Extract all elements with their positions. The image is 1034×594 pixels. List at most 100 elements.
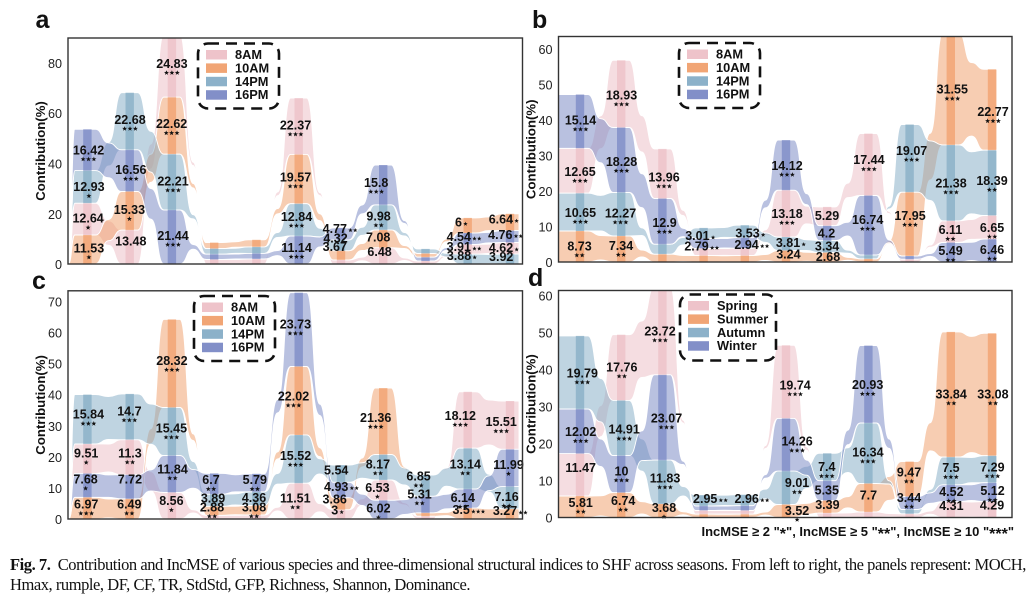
svg-text:3.52: 3.52 [785,504,809,518]
svg-text:4.36: 4.36 [242,491,266,505]
svg-text:30: 30 [48,420,62,434]
svg-text:8.56: 8.56 [159,494,183,508]
svg-text:7.72: 7.72 [118,473,142,487]
svg-text:4.76: 4.76 [488,228,512,242]
svg-text:5.81: 5.81 [569,496,593,510]
svg-text:b: b [532,6,547,34]
svg-text:7.34: 7.34 [609,239,633,253]
svg-text:16.34: 16.34 [852,446,883,460]
svg-text:5.29: 5.29 [815,209,839,223]
svg-text:17.76: 17.76 [606,360,637,374]
svg-text:Summer: Summer [717,311,768,326]
svg-text:7.68: 7.68 [73,473,97,487]
svg-text:4.54: 4.54 [447,230,471,244]
svg-text:12.93: 12.93 [73,180,104,194]
svg-text:2.95: 2.95 [693,492,717,506]
svg-text:16.74: 16.74 [852,213,883,227]
svg-text:6.65: 6.65 [980,221,1004,235]
svg-text:10: 10 [615,464,629,478]
svg-text:12.64: 12.64 [72,212,103,226]
svg-text:16PM: 16PM [231,340,264,355]
svg-text:22.68: 22.68 [114,113,145,127]
svg-text:6.48: 6.48 [367,245,391,259]
svg-text:11.51: 11.51 [280,491,311,505]
svg-text:31.55: 31.55 [937,83,968,97]
svg-text:23.07: 23.07 [651,411,682,425]
svg-text:20: 20 [538,438,552,452]
svg-text:20: 20 [538,185,552,199]
svg-text:Autumn: Autumn [717,325,766,340]
svg-text:c: c [32,267,46,295]
svg-text:20.93: 20.93 [852,378,883,392]
svg-text:12.27: 12.27 [605,206,636,220]
svg-text:15.33: 15.33 [114,203,145,217]
svg-text:Contribution(%): Contribution(%) [524,99,539,199]
svg-text:6.11: 6.11 [939,223,963,237]
svg-text:4.31: 4.31 [939,499,963,513]
svg-text:13.48: 13.48 [115,235,146,249]
svg-text:3.34: 3.34 [815,240,839,254]
svg-text:0: 0 [545,256,552,270]
svg-text:33.08: 33.08 [977,387,1008,401]
svg-text:18.93: 18.93 [606,88,637,102]
svg-text:Contribution(%): Contribution(%) [33,355,48,455]
svg-text:22.77: 22.77 [977,105,1008,119]
svg-text:3.81: 3.81 [776,236,800,250]
svg-text:4.77: 4.77 [323,222,347,236]
svg-text:7.7: 7.7 [860,489,877,503]
svg-text:17.95: 17.95 [894,209,925,223]
svg-text:16PM: 16PM [235,87,268,102]
svg-text:IncMSE ≥ 2 "*​", IncMSE ≥ 5 "*: IncMSE ≥ 2 "*​", IncMSE ≥ 5 "**​", IncMS… [701,524,1014,543]
svg-text:33.84: 33.84 [936,387,967,401]
svg-text:18.12: 18.12 [445,409,476,423]
svg-text:11.83: 11.83 [650,471,681,485]
svg-text:9.51: 9.51 [74,447,98,461]
svg-text:5.12: 5.12 [980,484,1004,498]
svg-text:15.52: 15.52 [280,449,311,463]
svg-text:22.37: 22.37 [280,118,311,132]
svg-text:0: 0 [55,258,62,272]
svg-text:8AM: 8AM [716,47,743,62]
svg-text:3.01: 3.01 [685,229,709,243]
svg-text:3.5: 3.5 [453,503,470,517]
svg-text:14PM: 14PM [235,74,268,89]
svg-text:6.02: 6.02 [366,502,390,516]
svg-text:13.96: 13.96 [648,170,679,184]
svg-text:60: 60 [538,43,552,57]
svg-text:22.21: 22.21 [157,174,188,188]
svg-text:19.74: 19.74 [779,378,810,392]
svg-text:6: 6 [455,216,462,230]
svg-text:0: 0 [545,512,552,526]
svg-text:3.24: 3.24 [776,247,800,261]
svg-text:16PM: 16PM [716,87,749,102]
svg-text:6.46: 6.46 [980,243,1004,257]
svg-text:14.91: 14.91 [609,423,640,437]
svg-text:6.53: 6.53 [365,481,389,495]
svg-text:40: 40 [48,157,62,171]
svg-text:2.94: 2.94 [734,238,758,252]
svg-text:22.02: 22.02 [278,390,309,404]
svg-text:10.65: 10.65 [565,206,596,220]
svg-text:22.62: 22.62 [156,117,187,131]
svg-text:3.91: 3.91 [447,240,471,254]
svg-text:14.12: 14.12 [771,159,802,173]
svg-text:3.08: 3.08 [242,500,266,514]
svg-text:30: 30 [538,150,552,164]
svg-text:30: 30 [538,401,552,415]
svg-text:3.92: 3.92 [489,250,513,264]
svg-text:3.88: 3.88 [447,249,471,263]
svg-text:21.36: 21.36 [360,411,391,425]
svg-text:5.31: 5.31 [407,487,431,501]
svg-text:14PM: 14PM [231,326,264,341]
svg-text:11.3: 11.3 [118,446,142,460]
svg-text:17.44: 17.44 [853,153,884,167]
svg-text:20: 20 [48,451,62,465]
svg-text:4.32: 4.32 [323,231,347,245]
svg-text:3.44: 3.44 [897,491,921,505]
svg-text:5.79: 5.79 [243,473,267,487]
svg-text:6.97: 6.97 [74,498,98,512]
svg-text:10: 10 [48,482,62,496]
svg-text:50: 50 [48,358,62,372]
svg-text:11.47: 11.47 [565,461,596,475]
svg-text:3.53: 3.53 [735,227,759,241]
